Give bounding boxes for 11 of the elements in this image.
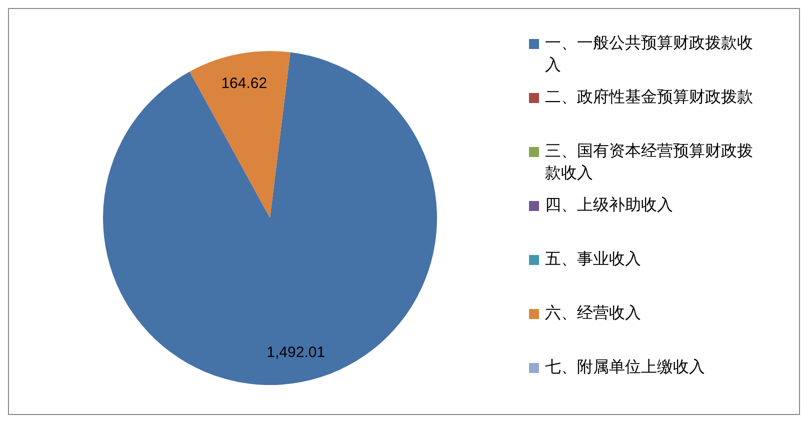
data-label: 1,492.01 bbox=[266, 344, 326, 361]
data-label: 164.62 bbox=[221, 75, 268, 92]
legend-label: 三、国有资本经营预算财政拨款收入 bbox=[545, 142, 754, 184]
pie-slice bbox=[103, 52, 437, 385]
legend-label: 七、附属单位上缴收入 bbox=[545, 358, 706, 378]
legend-label: 一、一般公共预算财政拨款收入 bbox=[545, 34, 754, 76]
legend-label: 二、政府性基金预算财政拨款 bbox=[545, 88, 754, 108]
legend-label: 四、上级补助收入 bbox=[545, 196, 674, 216]
pie-slice bbox=[190, 51, 290, 218]
legend-label: 六、经营收入 bbox=[545, 304, 642, 324]
legend-label: 五、事业收入 bbox=[545, 250, 642, 270]
